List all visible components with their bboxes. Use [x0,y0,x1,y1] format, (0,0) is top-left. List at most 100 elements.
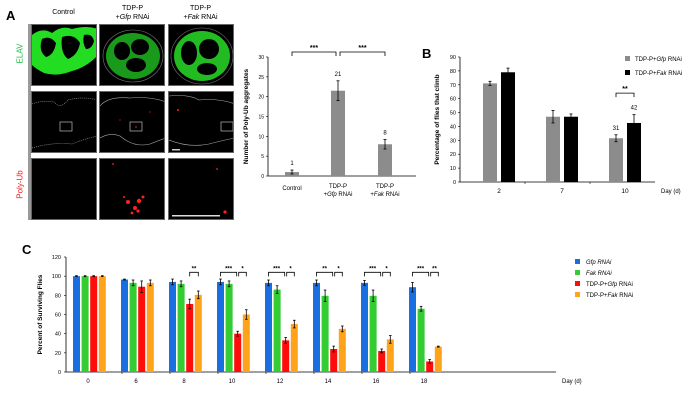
bar [73,276,80,372]
x-tick-label: 7 [560,188,564,195]
y-tick-label: 40 [55,332,61,338]
bar [90,276,98,372]
significance-label: *** [225,266,233,272]
y-tick-label: 90 [450,55,456,61]
significance-label: * [337,266,340,272]
bar [146,282,154,372]
y-tick-label: 5 [261,154,264,160]
x-tick-label: 10 [621,188,629,195]
significance-bracket [382,271,391,277]
bar [609,138,623,182]
micrograph-polyub-control [31,91,97,153]
x-tick-label: 0 [86,379,90,385]
y-tick-label: 60 [55,313,61,319]
bar [177,283,185,372]
y-tick-label: 70 [450,83,456,89]
row-divider-bar [28,24,31,220]
scale-bar [172,215,220,217]
bar [627,122,641,182]
elav-staining-image [32,27,96,75]
bar [234,333,242,372]
bar [129,282,137,372]
x-tick-label: 6 [134,379,138,385]
significance-label: ** [622,86,628,93]
row-label-polyub: Poly-Ub [15,170,25,199]
y-tick-label: 0 [261,174,264,180]
legend-label: Gfp RNAi [586,260,612,266]
micrograph-polyub-zoom-control [31,158,97,220]
y-tick-label: 30 [450,138,456,144]
significance-bracket [291,51,337,56]
svg-text:TDP-P+Gfp RNAi: TDP-P+Gfp RNAi [586,282,633,288]
y-tick-label: 0 [58,370,61,376]
significance-label: *** [417,266,425,272]
bar [169,281,176,372]
y-axis-title: Percent of Surviving Flies [37,274,44,354]
significance-bracket [220,271,238,277]
bar [290,324,298,372]
significance-bracket [334,271,343,277]
y-tick-label: 10 [450,166,456,172]
significance-label: * [385,266,388,272]
polyub-overview-image [100,97,164,146]
column-header-control: Control [30,8,97,17]
y-tick-label: 30 [258,55,264,61]
bar [81,276,89,372]
significance-bracket [412,271,430,277]
y-tick-label: 20 [450,152,456,158]
significance-label: * [289,266,292,272]
bar [331,90,345,176]
bar [217,281,224,372]
y-tick-label: 80 [55,293,61,299]
bar [564,116,578,182]
polyub-overview-image [32,97,96,149]
y-tick-label: 80 [450,69,456,75]
panel-c-label: C [22,242,32,257]
bar [386,339,394,372]
legend-swatch [625,70,630,75]
polyub-aggregates-image [112,163,145,215]
bar [546,116,560,182]
svg-text:Control: Control [282,186,301,192]
data-label: 8 [383,131,387,137]
x-tick-label: 14 [325,379,332,385]
column-header-text: Control [52,9,75,16]
polyub-aggregates-image [172,168,227,217]
bar [98,276,106,372]
significance-bracket [286,271,295,277]
y-tick-label: 40 [450,124,456,130]
micrograph-elav-control [31,24,97,86]
bar [225,283,233,372]
bar [138,286,146,372]
bar [313,282,320,372]
zoom-region-box [129,121,143,132]
bar [265,282,272,372]
bar [378,144,392,176]
bar [282,340,290,372]
data-label: 21 [335,72,342,78]
y-axis-title: Percentage of flies that climb [434,74,441,164]
y-tick-label: 100 [52,274,61,280]
significance-label: *** [369,266,377,272]
y-tick-label: 60 [450,97,456,103]
x-tick-label: 2 [497,188,501,195]
bar [121,279,128,372]
column-header-text: TDP-P [190,5,211,12]
significance-bracket [339,51,386,56]
significance-label: ** [322,266,327,272]
svg-text:TDP-P: TDP-P [329,184,347,190]
polyub-overview-image [169,95,233,151]
y-tick-label: 120 [52,255,61,261]
elav-staining-image [102,29,164,83]
svg-text:TDP-P: TDP-P [376,184,394,190]
bar [242,314,250,372]
panel-a-label: A [6,8,16,23]
significance-label: ** [192,266,197,272]
elav-staining-image [170,27,233,85]
bar [330,349,338,372]
bar [194,294,202,372]
y-tick-label: 20 [258,95,264,101]
bar [361,282,368,372]
column-header-gfp: TDP-P +Gfp RNAi [99,4,166,22]
